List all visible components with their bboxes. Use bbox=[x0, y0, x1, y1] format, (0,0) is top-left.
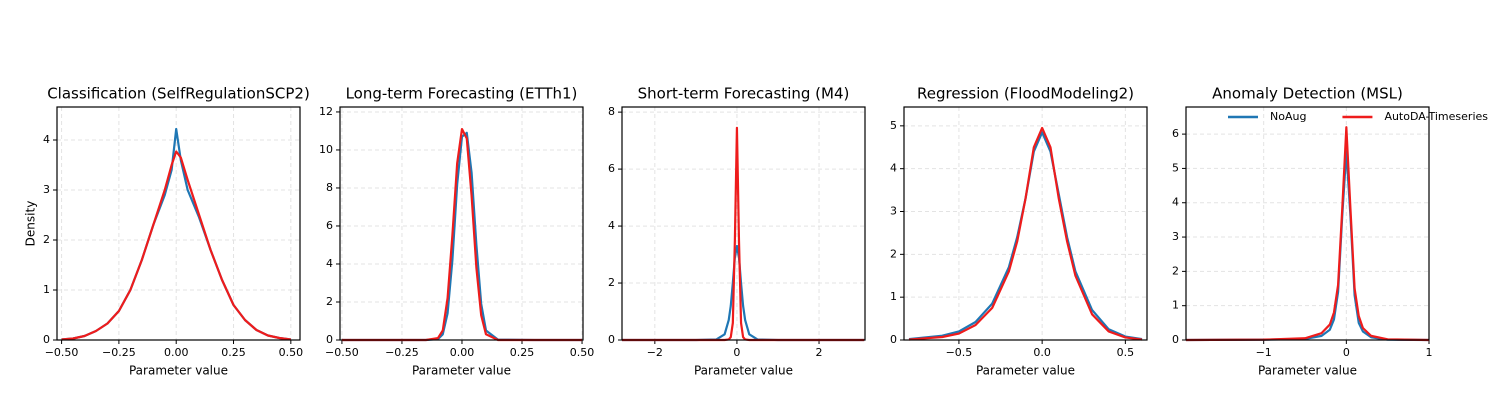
x-tick-label: 0.5 bbox=[1117, 346, 1135, 359]
axes-frame bbox=[56, 106, 301, 341]
y-tick-label: 3 bbox=[1172, 230, 1179, 243]
x-tick-label: 0 bbox=[1343, 346, 1350, 359]
x-tick-label: −0.25 bbox=[385, 346, 419, 359]
y-axis-label: Density bbox=[24, 201, 38, 247]
y-tick-label: 2 bbox=[1172, 264, 1179, 277]
density-line bbox=[61, 150, 291, 341]
density-line bbox=[622, 244, 865, 342]
y-tick-label: 3 bbox=[43, 183, 50, 196]
y-tick-label: 2 bbox=[890, 247, 897, 260]
y-tick-label: 6 bbox=[608, 162, 615, 175]
x-tick-label: 0.00 bbox=[164, 346, 189, 359]
subplot: −0.5 0.0 0.5 0 1 2 3 4 5 Regression (FloodModelin… bbox=[890, 85, 1148, 378]
x-tick-label: 0.25 bbox=[510, 346, 535, 359]
y-tick-label: 8 bbox=[608, 105, 615, 118]
x-tick-label: 0 bbox=[733, 346, 740, 359]
axes-frame bbox=[903, 106, 1148, 341]
y-tick-label: 1 bbox=[890, 290, 897, 303]
x-axis-label: Parameter value bbox=[1258, 364, 1357, 378]
y-tick-label: 6 bbox=[326, 219, 333, 232]
x-axis-label: Parameter value bbox=[129, 364, 228, 378]
density-line bbox=[908, 126, 1143, 341]
x-axis-label: Parameter value bbox=[976, 364, 1075, 378]
y-tick-label: 4 bbox=[326, 257, 333, 270]
y-tick-label: 4 bbox=[608, 219, 615, 232]
legend-label: AutoDA-Timeseries bbox=[1384, 110, 1488, 123]
y-tick-label: 3 bbox=[890, 205, 897, 218]
x-axis-label: Parameter value bbox=[694, 364, 793, 378]
y-tick-label: 0 bbox=[43, 333, 50, 346]
y-tick-label: 2 bbox=[326, 295, 333, 308]
x-tick-label: −2 bbox=[647, 346, 663, 359]
x-tick-label: 0.25 bbox=[221, 346, 246, 359]
density-line bbox=[341, 127, 583, 342]
subplot: −1 0 1 0 1 2 3 4 5 6 Anomaly Detection (MSL) Parame… bbox=[1172, 85, 1488, 378]
x-axis-label: Parameter value bbox=[412, 364, 511, 378]
y-tick-label: 4 bbox=[890, 162, 897, 175]
density-line bbox=[1185, 126, 1430, 342]
x-tick-label: 0.50 bbox=[279, 346, 304, 359]
axes-frame bbox=[621, 106, 866, 341]
x-tick-label: −1 bbox=[1256, 346, 1272, 359]
y-tick-label: 5 bbox=[1172, 161, 1179, 174]
y-tick-label: 4 bbox=[43, 133, 50, 146]
axes-frame bbox=[1185, 106, 1430, 341]
x-tick-label: −0.50 bbox=[45, 346, 79, 359]
subplot-title: Anomaly Detection (MSL) bbox=[1212, 85, 1403, 103]
subplot-title: Regression (FloodModeling2) bbox=[917, 85, 1134, 103]
subplot-title: Short-term Forecasting (M4) bbox=[638, 85, 850, 103]
subplot-title: Classification (SelfRegulationSCP2) bbox=[47, 85, 310, 103]
y-tick-label: 0 bbox=[890, 333, 897, 346]
y-tick-label: 8 bbox=[326, 181, 333, 194]
x-tick-label: −0.50 bbox=[325, 346, 359, 359]
x-tick-label: 0.0 bbox=[1033, 346, 1051, 359]
x-tick-label: −0.25 bbox=[102, 346, 136, 359]
density-line bbox=[908, 131, 1143, 341]
y-tick-label: 5 bbox=[890, 119, 897, 132]
axes-frame bbox=[339, 106, 584, 341]
subplot: −0.50 −0.25 0.00 0.25 0.50 0 2 4 6 8 10 12 Long-term… bbox=[319, 85, 594, 378]
legend-label: NoAug bbox=[1270, 110, 1306, 123]
y-tick-label: 10 bbox=[319, 143, 333, 156]
y-tick-label: 12 bbox=[319, 105, 333, 118]
x-tick-label: −0.5 bbox=[946, 346, 973, 359]
density-line bbox=[1185, 150, 1430, 342]
y-tick-label: 1 bbox=[43, 283, 50, 296]
y-tick-label: 0 bbox=[1172, 333, 1179, 346]
x-tick-label: 0.00 bbox=[450, 346, 475, 359]
y-tick-label: 0 bbox=[326, 333, 333, 346]
subplot-title: Long-term Forecasting (ETTh1) bbox=[346, 85, 578, 103]
legend: NoAug AutoDA-Timeseries bbox=[1228, 110, 1488, 123]
y-tick-label: 2 bbox=[608, 276, 615, 289]
y-tick-label: 6 bbox=[1172, 127, 1179, 140]
y-tick-label: 0 bbox=[608, 333, 615, 346]
y-tick-label: 4 bbox=[1172, 196, 1179, 209]
x-tick-label: 1 bbox=[1426, 346, 1433, 359]
subplot: −2 0 2 0 2 4 6 8 Short-term Forecasting (M4) Para… bbox=[608, 85, 866, 378]
x-tick-label: 2 bbox=[816, 346, 823, 359]
x-tick-label: 0.50 bbox=[570, 346, 595, 359]
subplot: −0.50 −0.25 0.00 0.25 0.50 0 1 2 3 4 Classificatio… bbox=[24, 85, 310, 378]
y-tick-label: 2 bbox=[43, 233, 50, 246]
y-tick-label: 1 bbox=[1172, 299, 1179, 312]
